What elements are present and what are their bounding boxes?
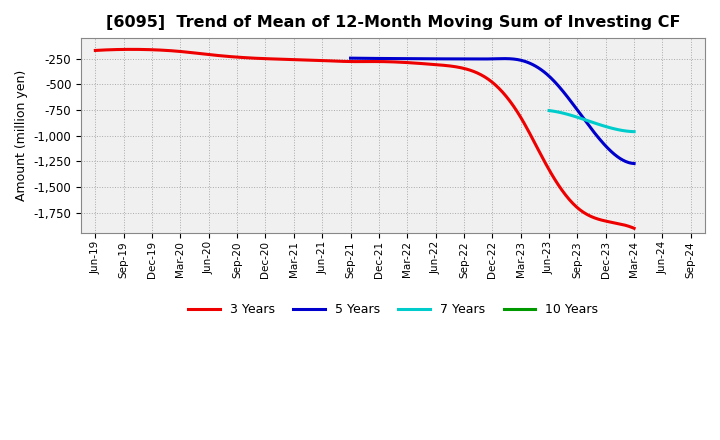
Legend: 3 Years, 5 Years, 7 Years, 10 Years: 3 Years, 5 Years, 7 Years, 10 Years bbox=[184, 298, 603, 321]
Title: [6095]  Trend of Mean of 12-Month Moving Sum of Investing CF: [6095] Trend of Mean of 12-Month Moving … bbox=[106, 15, 680, 30]
Y-axis label: Amount (million yen): Amount (million yen) bbox=[15, 70, 28, 202]
